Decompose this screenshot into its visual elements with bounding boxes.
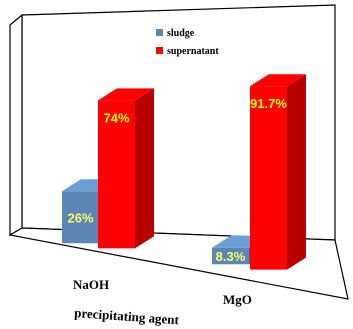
category-label-naoh: NaOH xyxy=(73,277,109,292)
side-wall xyxy=(9,13,23,237)
category-label-mgo: MgO xyxy=(223,292,252,307)
chart-legend: sludge supernatant xyxy=(156,28,219,57)
legend-entry-sludge: sludge xyxy=(167,28,195,39)
data-label-sludge-naoh: 26% xyxy=(67,210,93,225)
data-label-supernatant-mgo: 91.7% xyxy=(250,96,287,111)
x-axis-title: precipitating agent xyxy=(74,305,180,327)
bar-front xyxy=(98,100,135,249)
legend-entry-supernatant: supernatant xyxy=(167,46,219,57)
bar-top xyxy=(250,74,306,87)
legend-swatch-sludge xyxy=(156,29,163,36)
data-label-supernatant-naoh: 74% xyxy=(103,110,129,125)
bar-top xyxy=(98,88,154,101)
bar-front xyxy=(250,86,287,270)
bar-supernatant-naoh xyxy=(98,88,154,249)
bar-supernatant-mgo xyxy=(250,74,306,270)
category-axis: NaOH MgO xyxy=(73,277,252,307)
bar-side xyxy=(135,88,154,249)
legend-swatch-supernatant xyxy=(156,47,163,54)
bar-side xyxy=(287,74,306,270)
bar-front xyxy=(212,247,249,265)
chart-bars xyxy=(62,74,306,270)
data-label-sludge-mgo: 8.3% xyxy=(216,249,246,264)
chart-data-labels: 26% 74% 8.3% 91.7% xyxy=(67,96,287,264)
bar-front xyxy=(62,191,99,244)
